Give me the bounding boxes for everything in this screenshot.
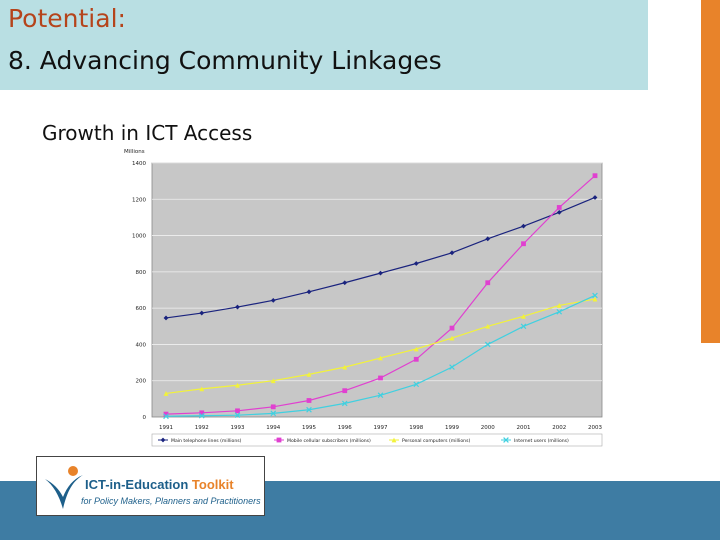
data-point (413, 261, 419, 266)
data-point (235, 408, 240, 414)
data-point (449, 325, 455, 331)
data-point (485, 323, 491, 329)
y-tick-label: 0 (143, 415, 147, 421)
title-band: Potential: 8. Advancing Community Linkag… (0, 0, 648, 90)
data-point (592, 296, 598, 302)
data-point (163, 411, 169, 417)
data-point (235, 382, 240, 388)
data-point (199, 386, 205, 392)
data-point (199, 410, 205, 416)
data-point (556, 308, 563, 315)
y-tick-label: 800 (136, 270, 147, 276)
data-point (163, 315, 169, 321)
legend-box (151, 433, 603, 447)
x-tick-label: 1995 (302, 425, 316, 431)
logo-title-accent: Toolkit (191, 477, 234, 492)
x-tick-label: 1992 (195, 425, 209, 431)
y-tick-label: 1400 (132, 161, 146, 167)
data-point (485, 280, 491, 286)
data-point (306, 289, 312, 295)
logo-subtitle: for Policy Makers, Planners and Practiti… (81, 496, 261, 506)
legend-entry: Internet users (millions) (514, 438, 569, 444)
data-point (199, 310, 205, 316)
data-point (556, 205, 562, 210)
x-tick-label: 1998 (409, 425, 423, 431)
data-point (413, 346, 419, 352)
data-point (521, 241, 526, 247)
x-tick-label: 1996 (338, 425, 352, 431)
data-point (234, 412, 241, 419)
legend-entry: Main telephone lines (millions) (171, 438, 242, 444)
data-point (342, 364, 348, 370)
data-point (413, 356, 419, 362)
data-point (556, 303, 562, 308)
data-point (235, 304, 240, 310)
data-point (413, 381, 420, 388)
x-tick-label: 1991 (159, 425, 173, 431)
ict-growth-chart: 0 200 400 600 800 1000 1200 1400 Millions 1991 199… (124, 149, 603, 447)
data-point (160, 437, 166, 443)
x-tick-label: 1997 (374, 425, 388, 431)
y-tick-label: 1200 (132, 197, 146, 203)
data-point (391, 437, 397, 443)
data-point (484, 341, 491, 348)
data-point (342, 280, 348, 286)
y-tick-label: 1000 (132, 234, 146, 240)
data-point (306, 398, 312, 403)
x-tick-label: 2001 (517, 425, 531, 431)
data-point (341, 400, 348, 407)
data-point (521, 313, 526, 319)
x-tick-label: 2002 (552, 425, 566, 431)
slide-title: 8. Advancing Community Linkages (8, 46, 442, 75)
data-point (163, 413, 169, 420)
data-point (378, 355, 383, 361)
data-point (449, 335, 455, 341)
data-point (449, 364, 455, 370)
data-point (378, 375, 383, 381)
toolkit-logo: ICT-in-Education Toolkit for Policy Make… (36, 456, 265, 516)
y-tick-label: 600 (136, 306, 147, 312)
data-point (270, 410, 277, 417)
check-swoosh-icon (45, 466, 83, 509)
data-point (270, 404, 276, 410)
data-point (198, 412, 205, 419)
data-point (520, 323, 527, 330)
data-point (163, 391, 169, 396)
y-tick-label: 200 (136, 379, 147, 385)
plot-area (151, 162, 603, 418)
slide-subtitle: Growth in ICT Access (42, 121, 253, 145)
legend-entry: Mobile cellular subscribers (millions) (287, 438, 371, 444)
y-axis-label: Millions (124, 149, 145, 155)
data-point (521, 223, 526, 229)
data-point (306, 371, 312, 377)
data-point (377, 392, 384, 399)
data-point (276, 437, 282, 443)
data-point (592, 195, 598, 200)
data-point (485, 236, 491, 242)
data-point (556, 209, 562, 215)
data-point (378, 270, 383, 276)
data-point (270, 378, 276, 384)
slide-title-prefix: Potential: (8, 4, 126, 33)
data-point (306, 406, 312, 413)
data-point (592, 292, 598, 299)
x-tick-label: 1993 (231, 425, 245, 431)
data-point (503, 437, 509, 443)
legend-entry: Personal computers (millions) (402, 438, 470, 444)
logo-title: ICT-in-Education Toolkit (85, 477, 234, 492)
x-tick-label: 2000 (481, 425, 495, 431)
data-point (342, 388, 348, 394)
data-point (270, 297, 276, 303)
y-tick-label: 400 (136, 342, 147, 348)
data-point (449, 250, 455, 256)
x-tick-label: 1999 (445, 425, 459, 431)
logo-title-main: ICT-in-Education (85, 477, 189, 492)
side-accent-bar (701, 0, 720, 343)
data-point (592, 173, 598, 179)
x-tick-label: 2003 (588, 425, 602, 431)
x-tick-label: 1994 (266, 425, 280, 431)
